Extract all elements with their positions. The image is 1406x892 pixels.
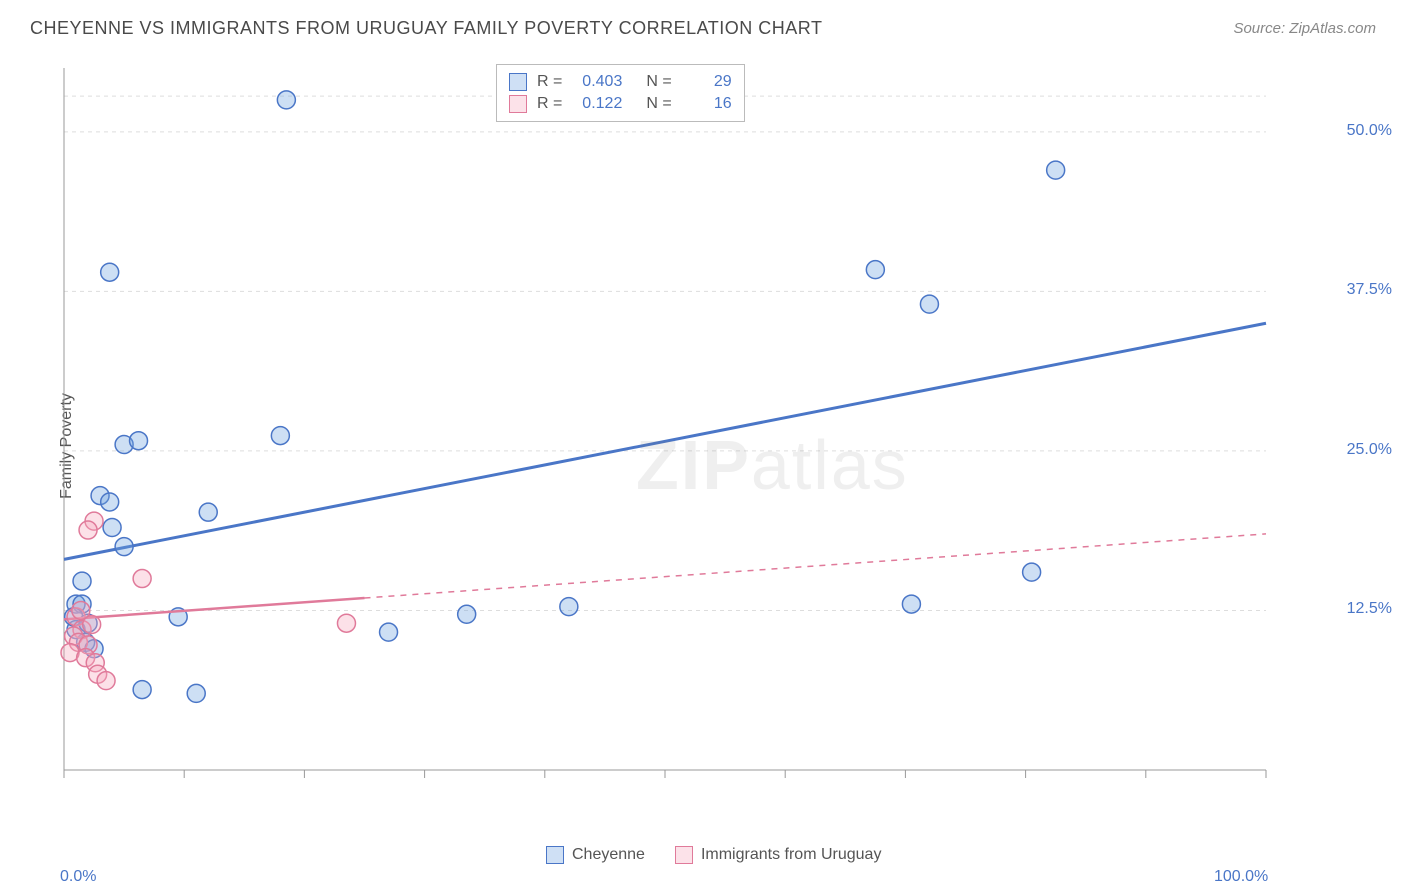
- scatter-plot: [56, 60, 1336, 800]
- legend-row: R = 0.403 N = 29: [509, 71, 732, 93]
- legend-series-name: Cheyenne: [572, 846, 645, 864]
- legend-r-label: R =: [537, 95, 562, 113]
- chart-source: Source: ZipAtlas.com: [1233, 20, 1376, 37]
- series-legend: Cheyenne Immigrants from Uruguay: [546, 846, 881, 864]
- y-tick-label: 37.5%: [1347, 281, 1392, 299]
- legend-r-value: 0.122: [572, 95, 622, 113]
- legend-r-value: 0.403: [572, 73, 622, 91]
- legend-n-label: N =: [646, 73, 671, 91]
- legend-item: Cheyenne: [546, 846, 645, 864]
- chart-header: CHEYENNE VS IMMIGRANTS FROM URUGUAY FAMI…: [0, 0, 1406, 49]
- x-tick-label: 0.0%: [60, 868, 96, 886]
- chart-title: CHEYENNE VS IMMIGRANTS FROM URUGUAY FAMI…: [30, 18, 822, 39]
- legend-swatch: [675, 846, 693, 864]
- legend-swatch: [546, 846, 564, 864]
- x-tick-label: 100.0%: [1214, 868, 1268, 886]
- y-tick-label: 50.0%: [1347, 122, 1392, 140]
- legend-n-value: 29: [682, 73, 732, 91]
- legend-n-value: 16: [682, 95, 732, 113]
- legend-row: R = 0.122 N = 16: [509, 93, 732, 115]
- legend-n-label: N =: [646, 95, 671, 113]
- legend-swatch: [509, 73, 527, 91]
- chart-area: [56, 60, 1336, 800]
- y-tick-label: 25.0%: [1347, 441, 1392, 459]
- legend-series-name: Immigrants from Uruguay: [701, 846, 882, 864]
- legend-r-label: R =: [537, 73, 562, 91]
- correlation-legend: R = 0.403 N = 29 R = 0.122 N = 16: [496, 64, 745, 122]
- legend-item: Immigrants from Uruguay: [675, 846, 882, 864]
- legend-swatch: [509, 95, 527, 113]
- y-tick-label: 12.5%: [1347, 600, 1392, 618]
